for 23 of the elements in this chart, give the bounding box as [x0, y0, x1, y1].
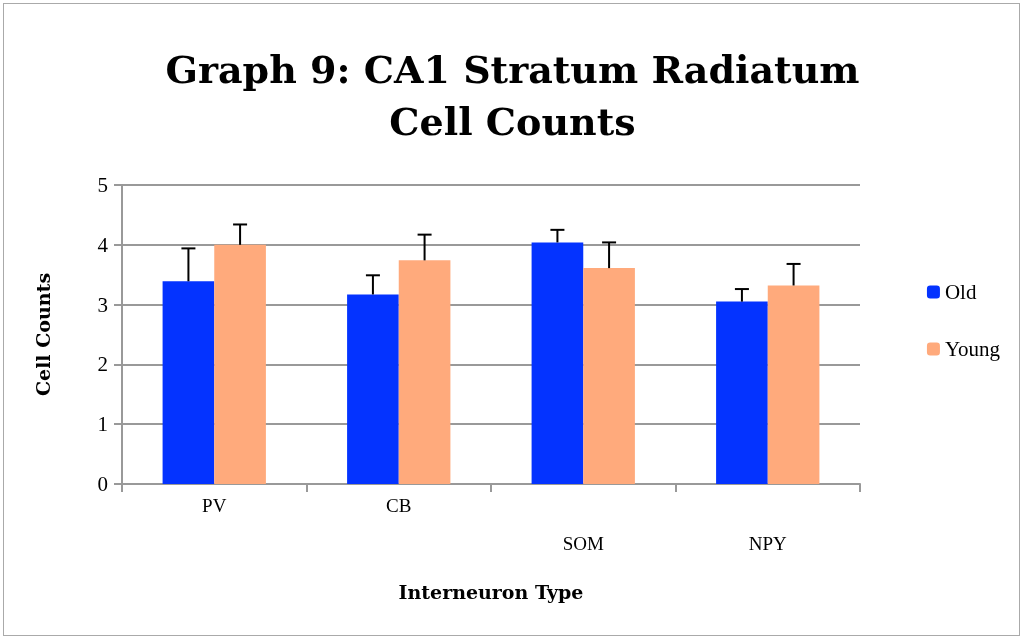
bar — [347, 294, 399, 484]
x-axis-title: Interneuron Type — [398, 580, 584, 603]
y-tick-label: 2 — [97, 352, 108, 377]
x-tick-label: CB — [386, 495, 412, 516]
x-tick-label: NPY — [748, 533, 788, 554]
bar — [716, 301, 768, 484]
legend-label: Young — [944, 337, 1001, 361]
y-tick-label: 0 — [97, 472, 108, 496]
y-tick-label: 3 — [97, 292, 108, 317]
y-tick-label: 5 — [97, 173, 108, 197]
y-tick-label: 4 — [97, 232, 109, 257]
chart-title: Graph 9: CA1 Stratum Radiatum Cell Counts — [165, 46, 860, 144]
bar — [767, 285, 820, 484]
x-tick-label: PV — [202, 495, 227, 516]
legend-label: Old — [944, 280, 977, 304]
y-axis-title: Cell Counts — [31, 272, 54, 397]
bar — [531, 242, 584, 484]
x-tick-label: SOM — [562, 533, 604, 554]
bar — [583, 268, 635, 484]
bar — [162, 281, 215, 484]
bar — [214, 244, 266, 484]
y-tick-label: 1 — [97, 412, 108, 437]
bar — [398, 260, 451, 484]
